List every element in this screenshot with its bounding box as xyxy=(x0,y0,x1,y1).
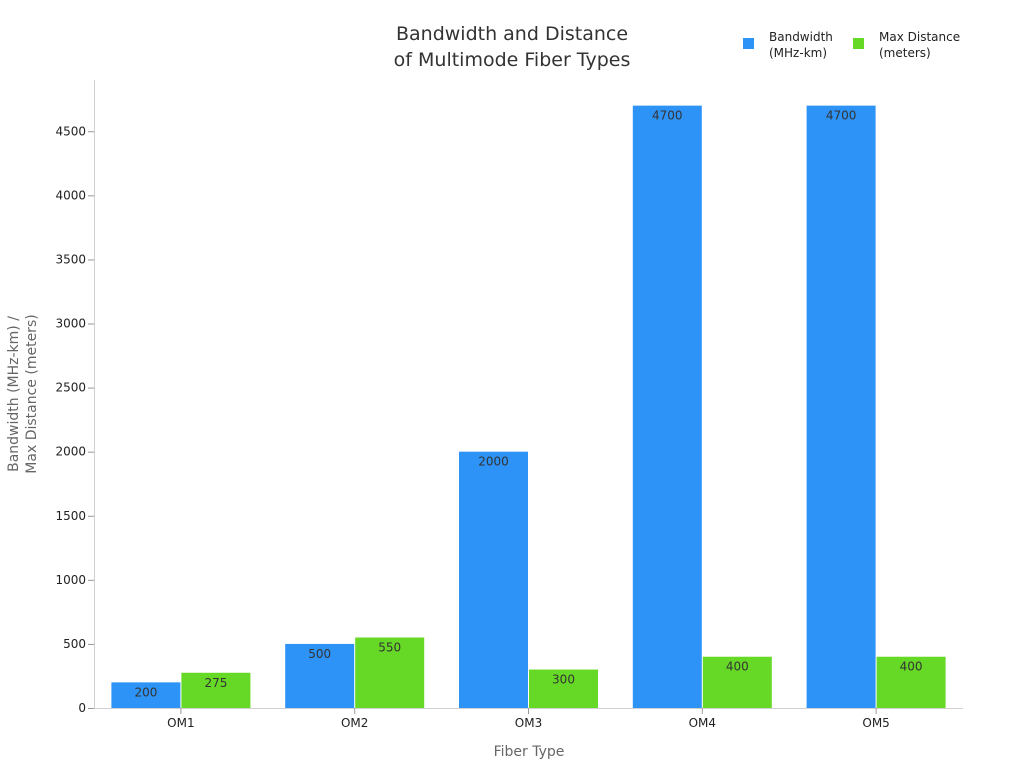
y-tick-label: 4500 xyxy=(55,124,86,138)
bar-value-label: 300 xyxy=(552,673,575,687)
bar-max-distance-om5 xyxy=(876,656,946,708)
legend: Bandwidth (MHz-km) Max Distance (meters) xyxy=(743,30,960,60)
y-tick-label: 1500 xyxy=(55,509,86,523)
bar-bandwidth-om5 xyxy=(806,105,876,709)
legend-label-max-distance-line-1: Max Distance xyxy=(879,30,960,44)
legend-label-max-distance-line-2: (meters) xyxy=(879,46,931,60)
x-ticks: OM1 OM2 OM3 OM4 OM5 xyxy=(167,708,890,730)
y-tick-label: 3000 xyxy=(55,317,86,331)
legend-swatch-max-distance xyxy=(853,38,864,49)
y-tick-label: 2500 xyxy=(55,381,86,395)
bar-value-label: 4700 xyxy=(826,109,857,123)
bar-max-distance-om4 xyxy=(702,656,772,708)
bar-bandwidth-om2 xyxy=(285,643,355,708)
chart-title-line-1: Bandwidth and Distance xyxy=(396,23,628,45)
y-tick-label: 3500 xyxy=(55,252,86,266)
bar-value-label: 2000 xyxy=(478,455,509,469)
bar-value-label: 275 xyxy=(204,676,227,690)
bar-max-distance-om1 xyxy=(181,672,251,708)
bar-value-label: 550 xyxy=(378,641,401,655)
chart-title-line-2: of Multimode Fiber Types xyxy=(394,49,631,71)
bar-bandwidth-om3 xyxy=(459,451,528,708)
legend-label-bandwidth-line-1: Bandwidth xyxy=(769,30,833,44)
bar-value-label: 200 xyxy=(134,685,157,699)
bar-value-label: 400 xyxy=(900,660,923,674)
bar-bandwidth-om4 xyxy=(632,105,702,709)
bars: 200 275 500 550 2000 300 4700 400 4700 400 xyxy=(111,105,946,709)
bar-value-label: 400 xyxy=(726,660,749,674)
y-axis-title-line-2: Max Distance (meters) xyxy=(24,314,40,473)
x-tick-label-om2: OM2 xyxy=(341,716,368,730)
bar-max-distance-om3 xyxy=(529,669,598,708)
bar-value-label: 4700 xyxy=(652,109,683,123)
bar-bandwidth-om1 xyxy=(111,682,181,708)
x-axis-title: Fiber Type xyxy=(494,744,565,760)
y-axis-title-line-1: Bandwidth (MHz-km) / xyxy=(6,316,22,472)
y-tick-label: 4000 xyxy=(55,188,86,202)
x-tick-label-om5: OM5 xyxy=(862,716,889,730)
bar-value-label: 500 xyxy=(308,647,331,661)
x-tick-label-om3: OM3 xyxy=(515,716,542,730)
x-tick-label-om1: OM1 xyxy=(167,716,194,730)
x-tick-label-om4: OM4 xyxy=(689,716,716,730)
y-tick-label: 500 xyxy=(63,637,86,651)
y-tick-label: 2000 xyxy=(55,445,86,459)
legend-swatch-bandwidth xyxy=(743,38,754,49)
legend-label-bandwidth-line-2: (MHz-km) xyxy=(769,46,827,60)
y-tick-label: 0 xyxy=(78,701,86,715)
bar-max-distance-om2 xyxy=(355,637,425,708)
y-tick-label: 1000 xyxy=(55,573,86,587)
y-ticks: 0 500 1000 1500 2000 2500 3000 3500 4000 4500 xyxy=(55,124,94,715)
